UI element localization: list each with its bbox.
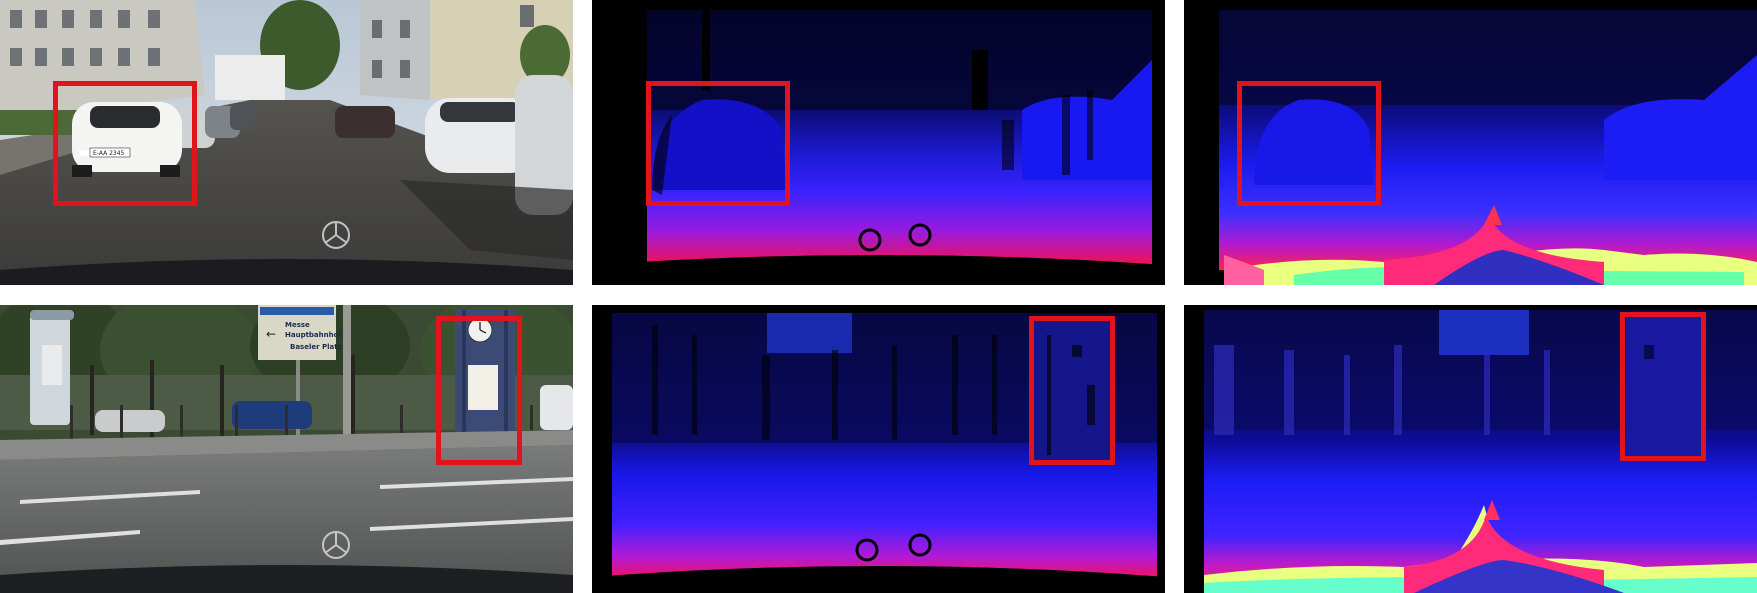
dense-depth-row2: [1184, 305, 1757, 593]
sign-arrow: ←: [266, 327, 276, 341]
street-photo-row2: ← Messe Hauptbahnhof Baseler Platz: [0, 305, 573, 593]
street-photo-row1: E-AA 2345: [0, 0, 573, 285]
street-photo-row2-image: ← Messe Hauptbahnhof Baseler Platz: [0, 305, 573, 593]
license-plate: E-AA 2345: [93, 150, 125, 157]
sparse-depth-row1-image: [592, 0, 1165, 285]
dense-depth-row1: [1184, 0, 1757, 285]
dense-depth-row1-image: [1184, 0, 1757, 285]
sign-line-2: Hauptbahnhof: [285, 331, 342, 339]
dense-depth-row2-image: [1184, 305, 1757, 593]
sign-line-1: Messe: [285, 321, 310, 329]
sign-line-3: Baseler Platz: [290, 343, 342, 351]
sparse-depth-row1: [592, 0, 1165, 285]
sparse-depth-row2-image: [592, 305, 1165, 593]
street-photo-row1-image: E-AA 2345: [0, 0, 573, 285]
sparse-depth-row2: [592, 305, 1165, 593]
